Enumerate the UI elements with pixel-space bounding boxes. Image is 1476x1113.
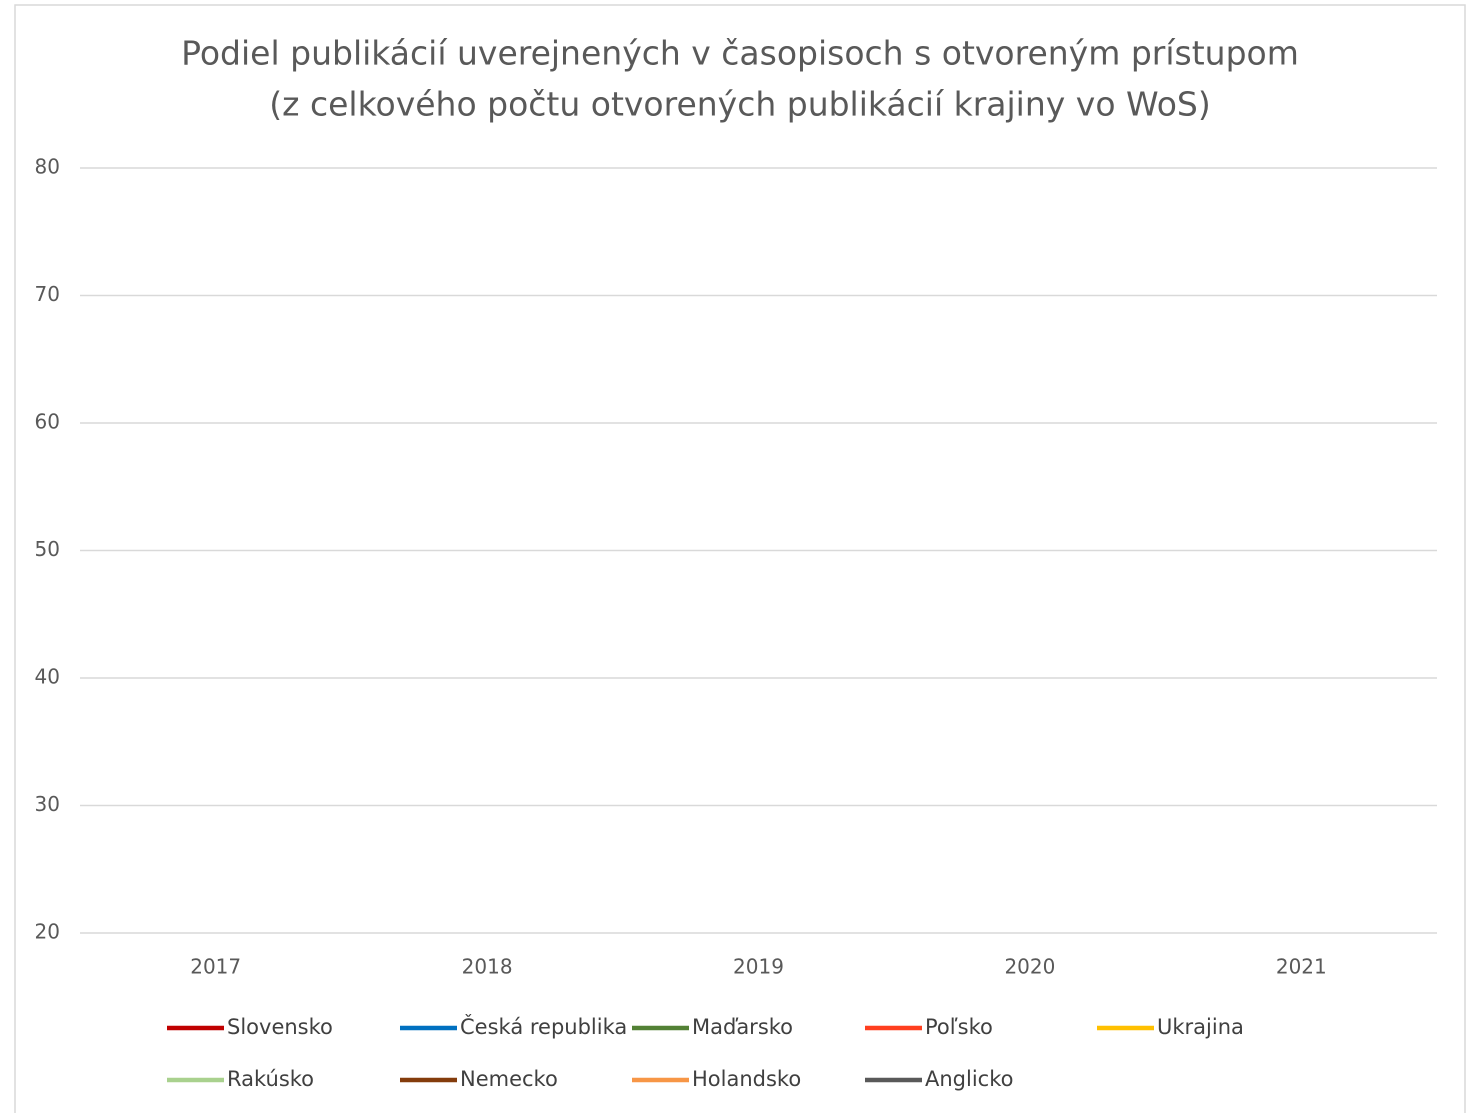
x-tick-label: 2018 — [462, 955, 513, 979]
y-tick-label: 40 — [35, 665, 60, 689]
x-tick-label: 2019 — [733, 955, 784, 979]
legend-label: Anglicko — [925, 1067, 1013, 1091]
legend-label: Slovensko — [227, 1015, 333, 1039]
legend-label: Ukrajina — [1157, 1015, 1244, 1039]
legend-label: Maďarsko — [692, 1015, 793, 1039]
x-tick-label: 2017 — [190, 955, 241, 979]
x-tick-label: 2021 — [1276, 955, 1327, 979]
legend-label: Poľsko — [925, 1015, 993, 1039]
y-tick-label: 80 — [35, 155, 60, 179]
legend-label: Česká republika — [460, 1014, 627, 1039]
legend-label: Holandsko — [692, 1067, 801, 1091]
legend-label: Nemecko — [460, 1067, 558, 1091]
y-tick-label: 60 — [35, 410, 60, 434]
y-tick-label: 70 — [35, 282, 60, 306]
y-tick-label: 30 — [35, 792, 60, 816]
chart-frame — [14, 4, 1466, 1113]
chart-title: Podiel publikácií uverejnených v časopis… — [181, 34, 1299, 73]
x-tick-label: 2020 — [1004, 955, 1055, 979]
y-tick-label: 50 — [35, 537, 60, 561]
legend-label: Rakúsko — [227, 1067, 314, 1091]
chart-title: (z celkového počtu otvorených publikácií… — [269, 85, 1210, 124]
y-tick-label: 20 — [35, 920, 60, 944]
